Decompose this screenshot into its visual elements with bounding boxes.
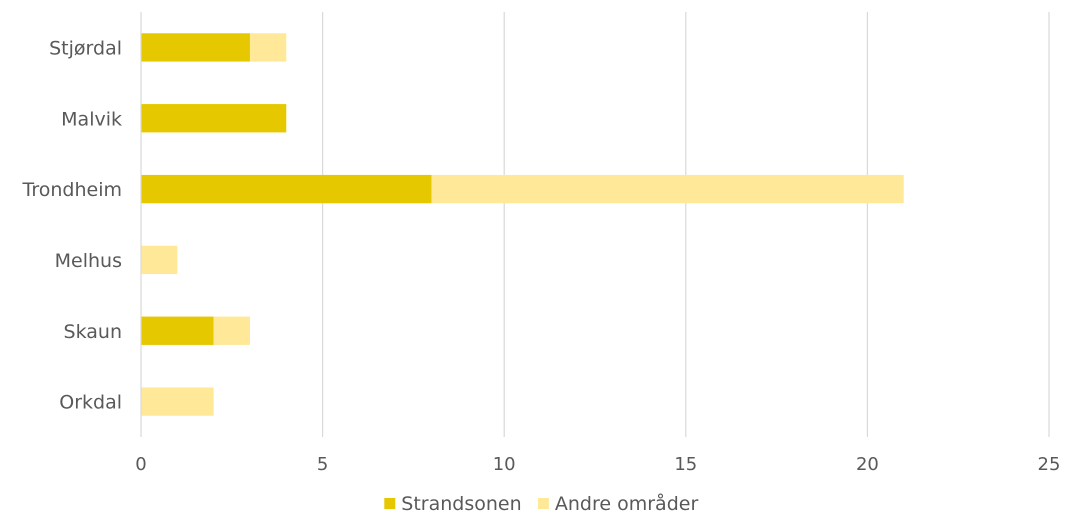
category-label-5: Orkdal [59,392,122,414]
category-label-4: Skaun [64,321,122,343]
x-tick-label-10: 10 [493,454,516,475]
bar-stjørdal-series-2 [249,33,287,62]
category-labels: Stjørdal Malvik Trondheim Melhus Skaun Orkdal [22,37,122,413]
x-tick-label-20: 20 [856,454,879,475]
bars [141,33,904,416]
x-tick-label-0: 0 [135,454,146,475]
bar-trondheim-series-2 [431,174,904,204]
x-tick-label-5: 5 [317,454,328,475]
category-label-3: Melhus [55,250,122,272]
bar-skaun-series-1 [141,316,214,345]
bar-trondheim-series-1 [141,174,432,204]
bar-skaun-series-2 [213,316,250,345]
legend-label-2: Andre områder [555,492,699,515]
category-label-2: Trondheim [22,179,122,201]
legend-swatch-2 [537,498,549,509]
legend: Strandsonen Andre områder [384,492,698,515]
x-tick-label-15: 15 [674,454,697,475]
category-label-1: Malvik [61,108,122,130]
legend-label-1: Strandsonen [401,493,521,515]
gridlines [322,12,1050,437]
bar-stjørdal-series-1 [141,33,250,62]
x-tick-label-25: 25 [1038,454,1061,475]
category-label-0: Stjørdal [49,37,122,59]
tick-labels: 0 5 10 15 20 25 [135,454,1060,475]
bar-orkdal-series-2 [141,387,214,416]
legend-swatch-1 [384,498,396,509]
bar-melhus-series-2 [141,245,178,275]
bar-malvik-series-1 [141,104,287,133]
